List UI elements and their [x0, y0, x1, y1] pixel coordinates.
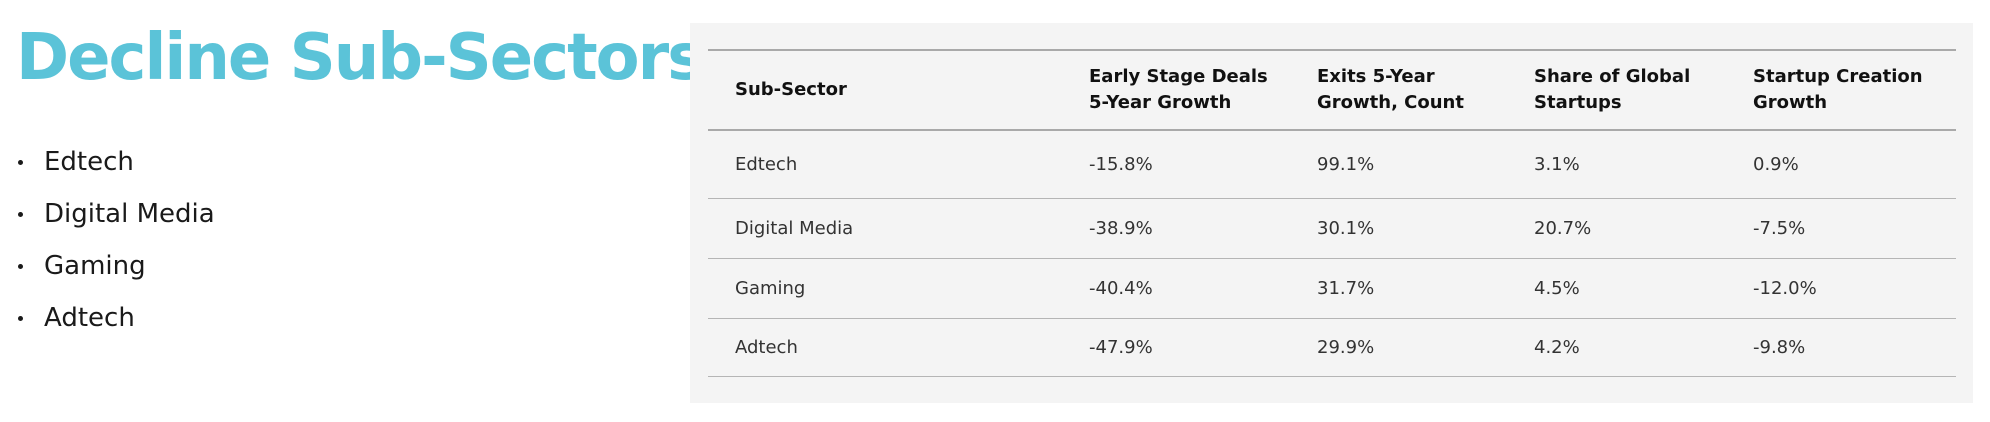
column-header-early-stage-deals: Early Stage Deals 5-Year Growth	[1062, 49, 1290, 131]
column-header-sub-sector: Sub-Sector	[708, 49, 1062, 131]
bullet-item: Edtech	[16, 136, 215, 188]
table-cell: 3.1%	[1507, 130, 1726, 199]
column-header-exits: Exits 5-Year Growth, Count	[1290, 49, 1507, 131]
column-header-startup-creation: Startup Creation Growth	[1726, 49, 1956, 131]
column-header-share-global: Share of Global Startups	[1507, 49, 1726, 131]
table-cell: -15.8%	[1062, 130, 1290, 199]
table-cell: Gaming	[708, 258, 1062, 319]
table-cell: 29.9%	[1290, 318, 1507, 377]
table-row: Adtech -47.9% 29.9% 4.2% -9.8%	[708, 318, 1956, 377]
table-cell: 99.1%	[1290, 130, 1507, 199]
table-cell: -38.9%	[1062, 198, 1290, 259]
bullet-list: Edtech Digital Media Gaming Adtech	[16, 136, 215, 344]
table-row: Digital Media -38.9% 30.1% 20.7% -7.5%	[708, 198, 1956, 259]
table-cell: 4.2%	[1507, 318, 1726, 377]
bullet-item: Digital Media	[16, 188, 215, 240]
table-cell: Adtech	[708, 318, 1062, 377]
table-panel: Sub-Sector Early Stage Deals 5-Year Grow…	[690, 23, 1973, 403]
table-cell: 20.7%	[1507, 198, 1726, 259]
table-row: Gaming -40.4% 31.7% 4.5% -12.0%	[708, 258, 1956, 319]
bullet-item: Adtech	[16, 292, 215, 344]
bullet-item: Gaming	[16, 240, 215, 292]
table-cell: 0.9%	[1726, 130, 1956, 199]
sub-sector-table: Sub-Sector Early Stage Deals 5-Year Grow…	[708, 49, 1956, 377]
table-cell: -12.0%	[1726, 258, 1956, 319]
table-cell: -40.4%	[1062, 258, 1290, 319]
table-cell: -47.9%	[1062, 318, 1290, 377]
table-cell: 4.5%	[1507, 258, 1726, 319]
table-cell: 31.7%	[1290, 258, 1507, 319]
table-header-row: Sub-Sector Early Stage Deals 5-Year Grow…	[708, 49, 1956, 131]
page-title: Decline Sub-Sectors	[16, 21, 705, 95]
table-cell: 30.1%	[1290, 198, 1507, 259]
table-cell: Digital Media	[708, 198, 1062, 259]
table-cell: Edtech	[708, 130, 1062, 199]
table-cell: -9.8%	[1726, 318, 1956, 377]
table-row: Edtech -15.8% 99.1% 3.1% 0.9%	[708, 130, 1956, 199]
table-cell: -7.5%	[1726, 198, 1956, 259]
